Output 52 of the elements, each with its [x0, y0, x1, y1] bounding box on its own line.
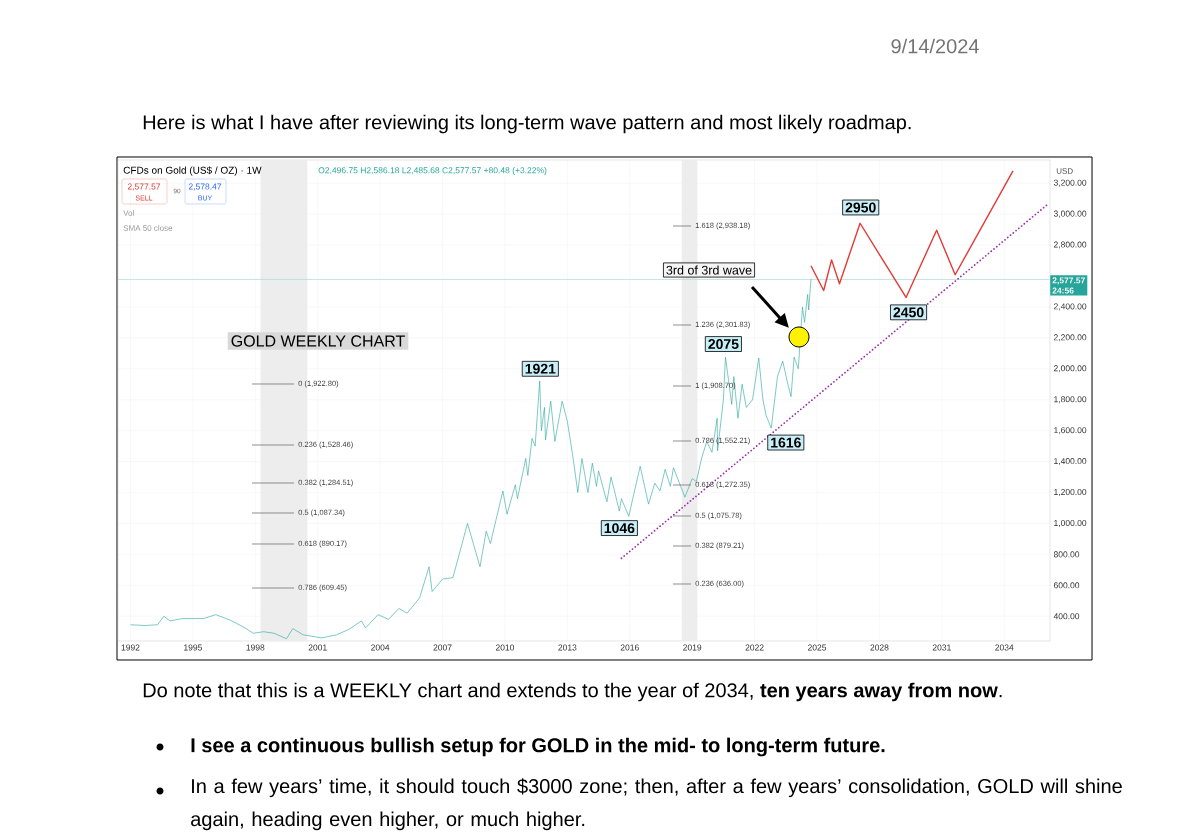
text: CFDs on Gold (US$ / OZ) · 1W: [123, 166, 262, 176]
annotation: 2950: [845, 202, 876, 213]
text: 24:56: [1052, 287, 1074, 294]
text: USD: [1056, 168, 1073, 174]
text: I see a continuous bullish setup for GOLD in the mid- to long-term future.: [191, 737, 885, 757]
annotation: 2,577.57: [127, 183, 161, 191]
x-tick-label: 2028: [870, 644, 889, 651]
y-tick-label: 3,000.00: [1053, 210, 1087, 218]
text: Here is what I have after reviewing its long-term wave pattern and most likely roadmap.: [143, 114, 911, 134]
y-tick-label: 1,000.00: [1054, 519, 1087, 527]
annotation: 3rd of 3rd wave: [666, 265, 752, 275]
y-tick-label: 2,200.00: [1053, 334, 1087, 342]
y-tick-label: 2,800.00: [1053, 241, 1087, 249]
x-tick-label: 2022: [745, 644, 764, 651]
x-tick-label: 1998: [246, 644, 265, 651]
annotation: Vol: [123, 210, 134, 216]
x-tick-label: 2034: [995, 644, 1014, 651]
annotation: 2075: [708, 339, 739, 349]
line-series: [810, 170, 1014, 299]
x-tick-label: 2010: [495, 644, 515, 651]
x-tick-label: 1992: [121, 644, 140, 651]
y-tick-label: 3,200.00: [1053, 179, 1087, 187]
ref-line-label: 2,577.57: [1052, 277, 1085, 285]
y-tick-label: 600.00: [1053, 582, 1080, 589]
y-tick-label: 1,600.00: [1054, 427, 1087, 435]
x-tick-label: 2016: [620, 644, 639, 651]
y-tick-label: 2,400.00: [1053, 303, 1087, 311]
y-tick-label: 800.00: [1053, 551, 1080, 558]
annotation: 2450: [893, 307, 924, 318]
text: 9/14/2024: [891, 38, 979, 54]
annotation: 1921: [525, 363, 556, 374]
text: Do note that this is a WEEKLY chart and extends to the year of 2034, ten years away from now.: [143, 682, 1002, 702]
x-tick-label: 2013: [558, 644, 577, 651]
y-tick-label: 1,200.00: [1054, 489, 1087, 497]
x-tick-label: 2001: [308, 644, 327, 651]
x-tick-label: 2031: [932, 644, 951, 651]
annotation: 1046: [604, 523, 635, 534]
y-tick-label: 1,800.00: [1054, 396, 1087, 404]
annotation: O2,496.75 H2,586.18 L2,485.68 C2,577.57 +80.48 (+3.22%): [318, 167, 547, 175]
y-tick-label: 2,000.00: [1053, 365, 1087, 373]
x-tick-label: 2004: [371, 644, 390, 651]
annotation: 1616: [771, 437, 801, 448]
annotation: 2,578.47: [188, 183, 222, 191]
x-tick-label: 1995: [184, 644, 202, 651]
annotation: SMA 50 close: [123, 225, 173, 231]
text: In a few years’ time, it should touch $3000 zone; then, after a few years’ consolidation, GOLD will shine again, heading even higher, or much higher.: [191, 778, 1122, 831]
x-tick-label: 2019: [683, 644, 702, 651]
y-tick-label: 1,400.00: [1054, 458, 1087, 466]
text: GOLD WEEKLY CHART: [231, 335, 405, 347]
y-tick-label: 400.00: [1053, 613, 1080, 620]
x-tick-label: 2007: [433, 644, 452, 651]
x-tick-label: 2025: [807, 644, 827, 651]
